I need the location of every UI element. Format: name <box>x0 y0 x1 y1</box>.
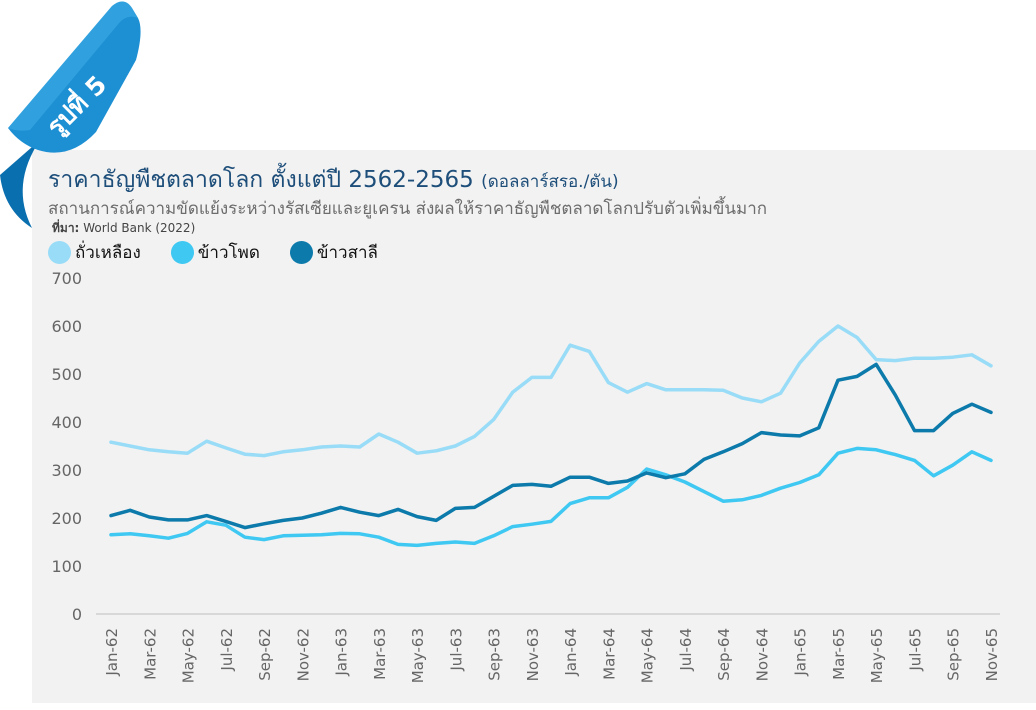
x-tick-label: May-63 <box>409 628 427 683</box>
x-tick-label: Jul-62 <box>218 628 236 672</box>
source-text: World Bank (2022) <box>83 221 196 235</box>
legend-label-wheat: ข้าวสาลี <box>316 242 378 263</box>
legend-item-soybean: ถั่วเหลือง <box>48 239 141 266</box>
x-tick-label: Nov-65 <box>983 628 1001 681</box>
x-tick-label: Jan-62 <box>103 628 121 677</box>
series-line-wheat <box>109 362 993 530</box>
y-tick-label: 500 <box>51 365 82 384</box>
y-tick-label: 600 <box>51 317 82 336</box>
x-tick-label: Jan-63 <box>333 628 351 677</box>
x-tick-label: Mar-63 <box>371 628 389 680</box>
y-tick-label: 0 <box>72 605 82 624</box>
x-tick-label: Jan-64 <box>562 628 580 677</box>
chart-unit: (ดอลลาร์สรอ./ตัน) <box>481 172 619 192</box>
x-tick-label: Nov-62 <box>294 628 312 681</box>
x-tick-label: Sep-63 <box>486 628 504 681</box>
x-tick-label: Jul-65 <box>906 628 924 672</box>
series-line-soybean <box>109 324 993 458</box>
chart-panel <box>32 150 1036 703</box>
source-note: ที่มา: World Bank (2022) <box>52 219 195 238</box>
x-tick-label: Nov-64 <box>753 628 771 681</box>
badge-fold <box>0 140 40 228</box>
legend-label-soybean: ถั่วเหลือง <box>75 242 141 263</box>
legend-marker-soybean <box>48 240 71 264</box>
legend-marker-wheat <box>289 240 313 264</box>
x-tick-label: Mar-65 <box>830 628 848 680</box>
legend-label-corn: ข้าวโพด <box>197 242 260 263</box>
x-tick-label: Sep-65 <box>945 628 963 681</box>
legend-marker-corn <box>170 240 194 264</box>
x-tick-label: Mar-62 <box>141 628 159 680</box>
x-tick-label: Jul-63 <box>447 628 465 672</box>
x-tick-label: May-65 <box>868 628 886 683</box>
y-tick-label: 300 <box>51 461 82 480</box>
series-line-corn <box>109 446 993 548</box>
x-tick-label: Jul-64 <box>677 628 695 672</box>
x-tick-label: Sep-62 <box>256 628 274 681</box>
chart-title: ราคาธัญพืชตลาดโลก ตั้งแต่ปี 2562-2565 (ด… <box>48 162 619 198</box>
x-tick-label: Mar-64 <box>600 628 618 680</box>
y-tick-label: 200 <box>51 509 82 528</box>
y-tick-label: 400 <box>51 413 82 432</box>
legend-item-corn: ข้าวโพด <box>170 239 260 266</box>
chart-title-main: ราคาธัญพืชตลาดโลก ตั้งแต่ปี 2562-2565 <box>48 167 474 193</box>
chart-subtitle: สถานการณ์ความขัดแย้งระหว่างรัสเซียและยูเ… <box>48 199 768 219</box>
chart-legend: ถั่วเหลือง ข้าวโพด ข้าวสาลี <box>48 239 408 265</box>
source-label: ที่มา: <box>52 221 80 235</box>
y-tick-label: 700 <box>51 269 82 288</box>
legend-item-wheat: ข้าวสาลี <box>289 239 378 266</box>
x-tick-label: May-64 <box>639 628 657 683</box>
y-tick-label: 100 <box>51 557 82 576</box>
badge-highlight <box>8 1 138 131</box>
figure-badge <box>0 1 141 228</box>
x-tick-label: Nov-63 <box>524 628 542 681</box>
x-tick-label: Jan-65 <box>792 628 810 677</box>
badge-ribbon <box>8 1 141 153</box>
x-tick-label: May-62 <box>180 628 198 683</box>
x-tick-label: Sep-64 <box>715 628 733 681</box>
